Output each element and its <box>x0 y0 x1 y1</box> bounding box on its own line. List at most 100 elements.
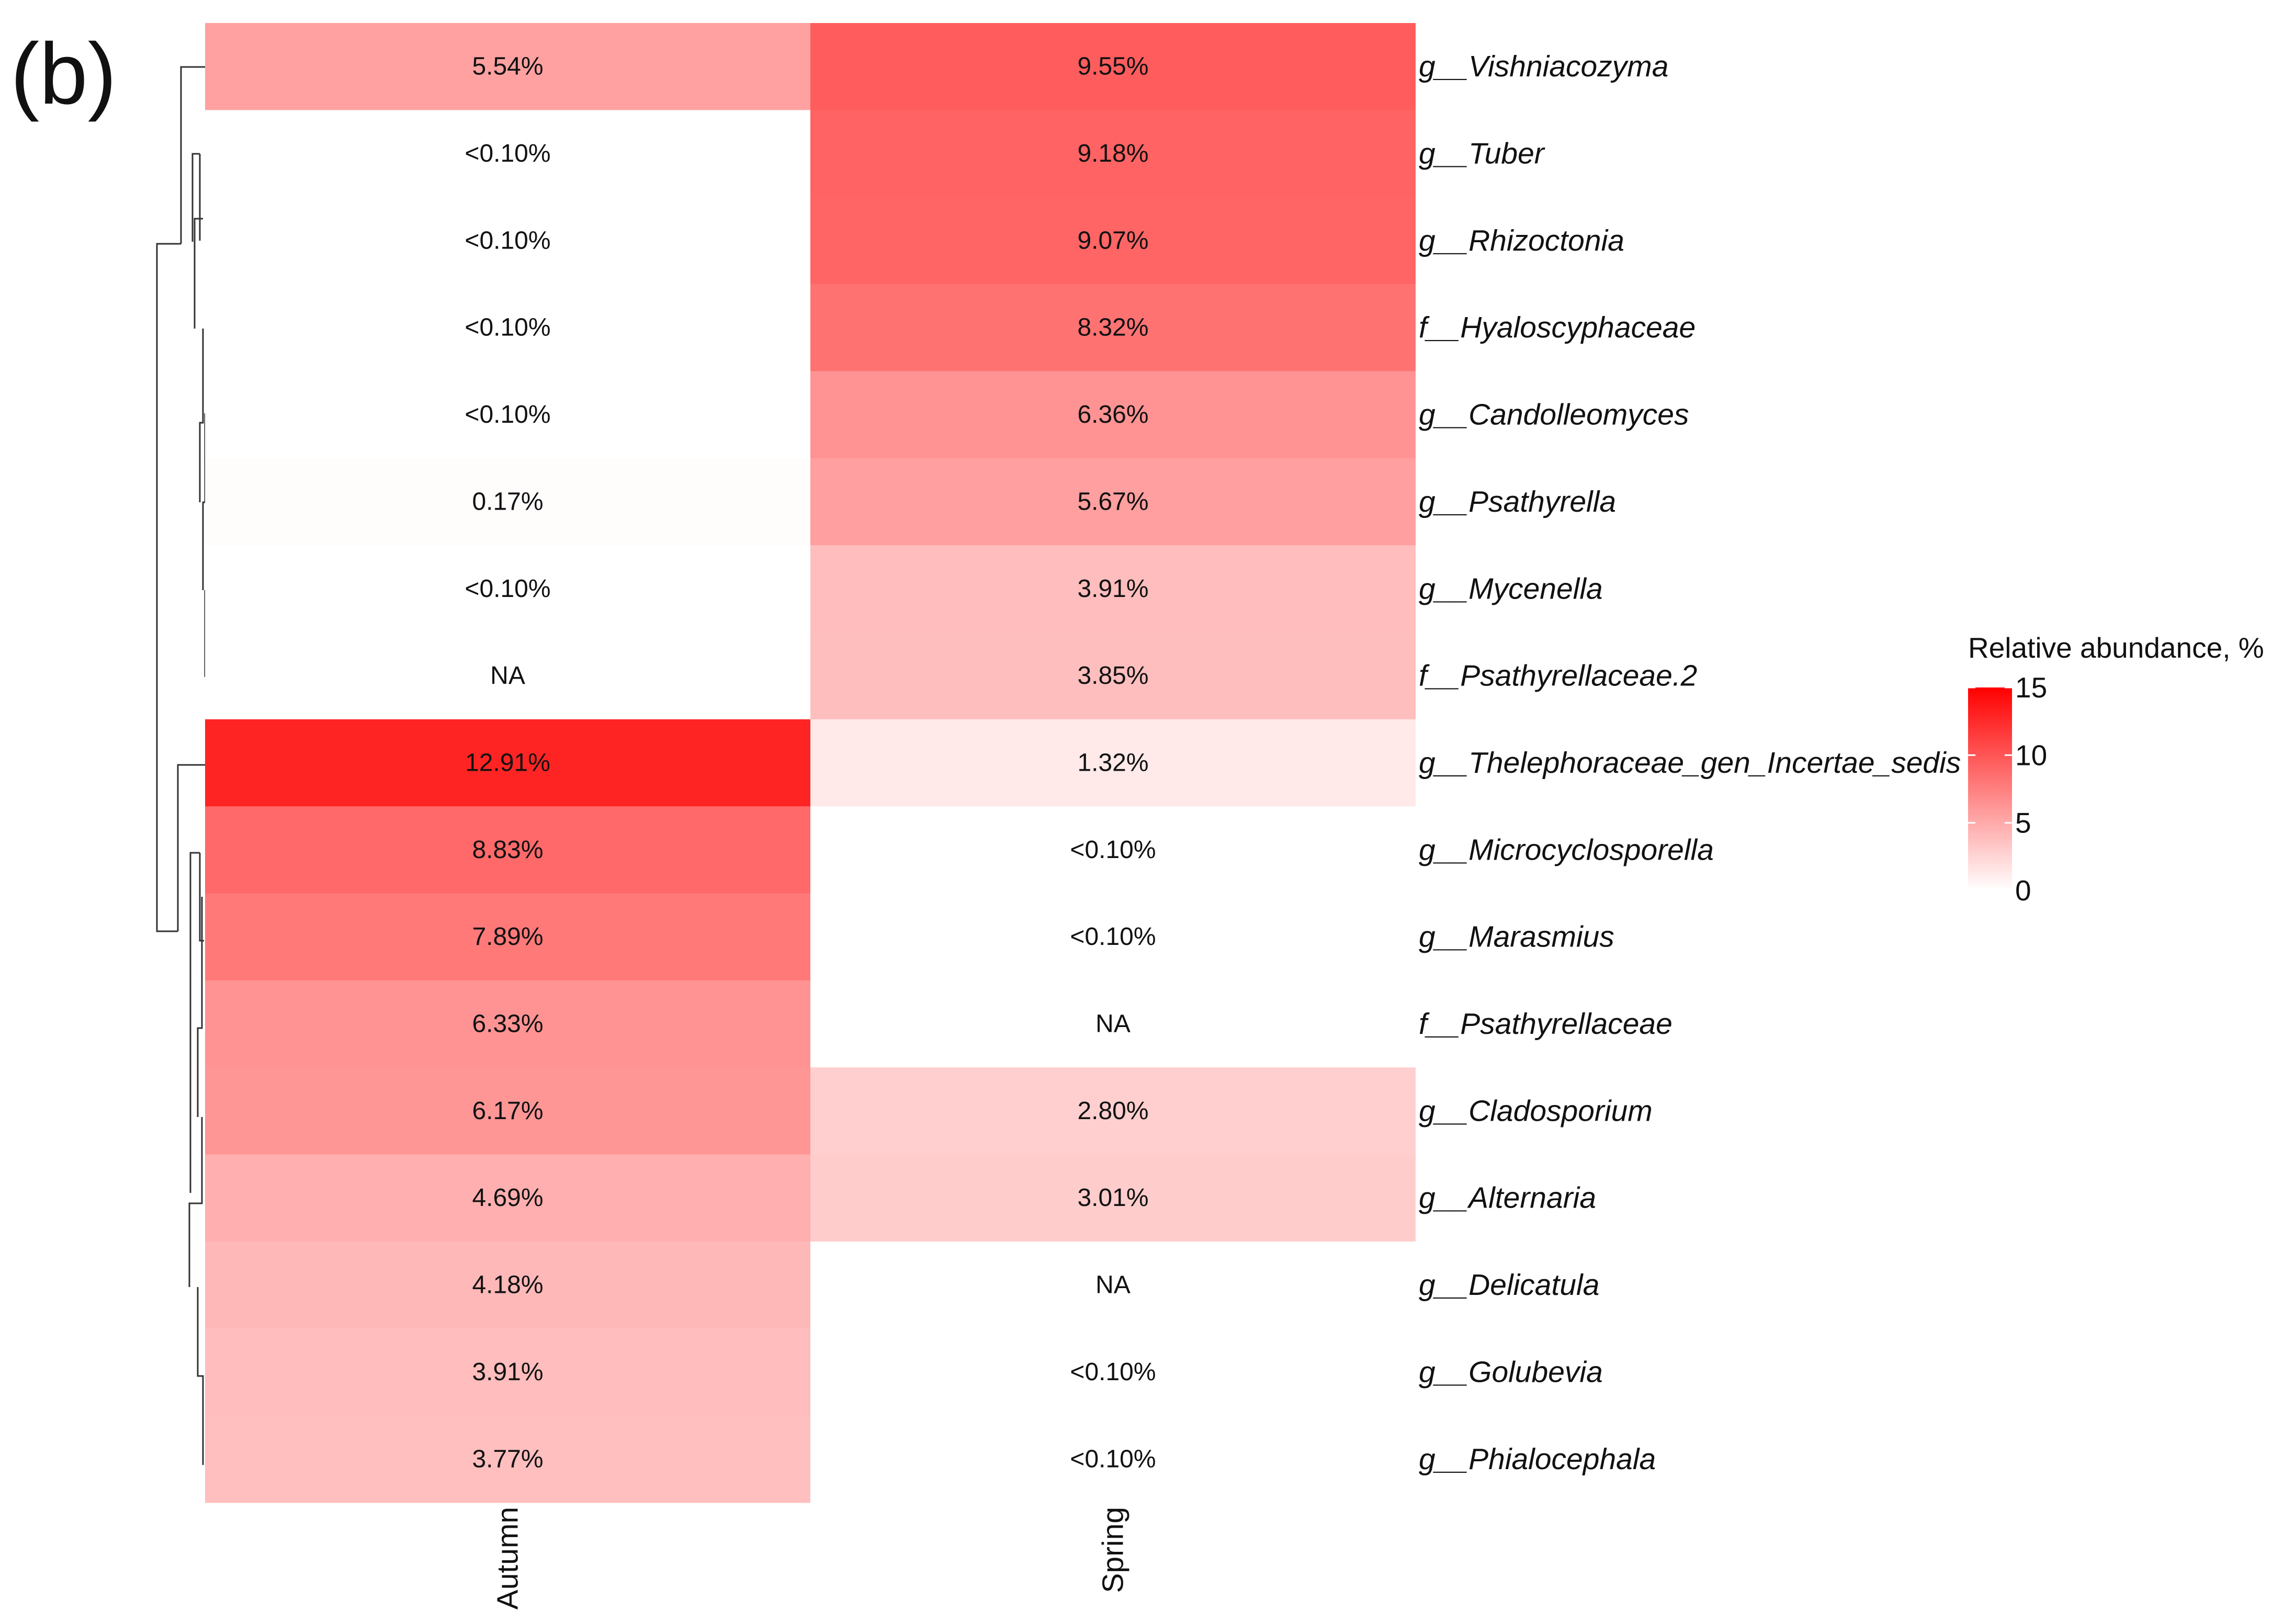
heatmap-cell <box>205 1415 810 1503</box>
row-label: g__Vishniacozyma <box>1419 50 1668 83</box>
row-label: g__Delicatula <box>1419 1268 1599 1302</box>
cell-value-label: 9.18% <box>1077 140 1148 167</box>
heatmap-cell <box>810 284 1416 371</box>
row-labels: g__Vishniacozyma g__Tuber g__Rhizoctonia f_… <box>1419 50 1961 1476</box>
heatmap-cell <box>205 110 810 198</box>
row-label: g__Tuber <box>1419 137 1545 171</box>
cell-value-label: 8.32% <box>1077 314 1148 342</box>
legend-tick-label: 10 <box>2015 739 2047 771</box>
cell-value-label: 3.91% <box>1077 575 1148 603</box>
color-legend: Relative abundance, % 0 5 10 15 <box>1968 631 2264 907</box>
row-label: g__Alternaria <box>1419 1181 1596 1215</box>
cell-value-label: 6.36% <box>1077 401 1148 428</box>
cell-value-label: 2.80% <box>1077 1097 1148 1125</box>
heatmap-cells <box>205 23 1416 1503</box>
cell-value-label: <0.10% <box>1070 923 1156 951</box>
heatmap-cell <box>205 1241 810 1329</box>
row-label: g__Marasmius <box>1419 920 1614 954</box>
cell-value-label: 4.18% <box>472 1271 543 1299</box>
row-dendrogram <box>156 66 206 1465</box>
row-label: g__Candolleomyces <box>1419 398 1689 432</box>
cell-value-label: <0.10% <box>465 140 550 167</box>
cell-value-label: <0.10% <box>1070 1445 1156 1473</box>
row-label: g__Psathyrella <box>1419 485 1616 518</box>
cell-value-label: 9.55% <box>1077 53 1148 81</box>
heatmap-cell <box>810 1154 1416 1242</box>
row-label: f__Hyaloscyphaceae <box>1419 311 1696 344</box>
cell-value-label: 6.33% <box>472 1010 543 1038</box>
cell-value-label: 3.85% <box>1077 662 1148 690</box>
heatmap-cell <box>810 719 1416 807</box>
cell-value-label: 5.54% <box>472 53 543 81</box>
heatmap-cell <box>810 980 1416 1068</box>
cell-value-label: NA <box>1095 1010 1131 1038</box>
cell-value-label: 8.83% <box>472 836 543 864</box>
cell-value-label: NA <box>490 662 525 690</box>
heatmap-cell <box>810 1241 1416 1329</box>
legend-colorbar <box>1968 687 2012 890</box>
heatmap-cell <box>810 806 1416 894</box>
cell-value-label: <0.10% <box>465 575 550 603</box>
row-label: g__Rhizoctonia <box>1419 224 1624 257</box>
heatmap-cell <box>810 23 1416 110</box>
row-label: f__Psathyrellaceae.2 <box>1419 659 1697 693</box>
heatmap-cell <box>205 23 810 110</box>
cell-value-label: 6.17% <box>472 1097 543 1125</box>
heatmap-cell <box>810 1415 1416 1503</box>
panel-label: (b) <box>10 26 117 122</box>
cell-value-label: <0.10% <box>1070 1358 1156 1386</box>
cell-value-label: NA <box>1095 1271 1131 1299</box>
heatmap-cell <box>810 632 1416 720</box>
heatmap-cell <box>205 1067 810 1155</box>
cell-value-label: 9.07% <box>1077 227 1148 254</box>
cell-value-label: 3.01% <box>1077 1184 1148 1212</box>
row-label: g__Golubevia <box>1419 1355 1603 1389</box>
cell-value-label: <0.10% <box>465 227 550 254</box>
heatmap-cell <box>205 893 810 981</box>
cell-value-label: 3.77% <box>472 1445 543 1473</box>
heatmap-cell <box>205 1154 810 1242</box>
cell-value-label: 1.32% <box>1077 749 1148 776</box>
heatmap-cell <box>205 458 810 546</box>
column-labels: Autumn Spring <box>491 1507 1130 1609</box>
heatmap-cell <box>205 632 810 720</box>
heatmap-cell <box>205 284 810 371</box>
legend-title: Relative abundance, % <box>1968 631 2264 664</box>
column-label: Autumn <box>491 1507 525 1609</box>
heatmap-cell <box>810 545 1416 633</box>
heatmap-cell <box>810 1067 1416 1155</box>
legend-tick-label: 0 <box>2015 874 2031 907</box>
row-label: g__Mycenella <box>1419 572 1603 605</box>
heatmap-cell <box>205 806 810 894</box>
heatmap-cell <box>205 980 810 1068</box>
heatmap-cell <box>810 1328 1416 1416</box>
row-label: g__Thelephoraceae_gen_Incertae_sedis <box>1419 746 1961 780</box>
heatmap-cell <box>810 458 1416 546</box>
row-label: g__Microcyclosporella <box>1419 833 1714 866</box>
heatmap-cell <box>205 1328 810 1416</box>
heatmap-cell <box>205 371 810 459</box>
cell-value-label: 5.67% <box>1077 488 1148 515</box>
heatmap-cell <box>810 371 1416 459</box>
row-label: f__Psathyrellaceae <box>1419 1007 1672 1041</box>
heatmap-cell <box>205 545 810 633</box>
legend-tick-label: 15 <box>2015 671 2047 704</box>
heatmap-cell <box>205 719 810 807</box>
cell-value-label: 7.89% <box>472 923 543 951</box>
legend-ticks: 0 5 10 15 <box>1968 671 2047 907</box>
heatmap-cell <box>810 110 1416 198</box>
cell-value-label: 4.69% <box>472 1184 543 1212</box>
heatmap-cell <box>810 197 1416 285</box>
heatmap-cell <box>205 197 810 285</box>
cell-value-label: 3.91% <box>472 1358 543 1386</box>
column-label: Spring <box>1097 1507 1130 1593</box>
cell-value-label: 0.17% <box>472 488 543 515</box>
row-label: g__Cladosporium <box>1419 1094 1653 1127</box>
cell-value-label: <0.10% <box>1070 836 1156 864</box>
cell-value-label: 12.91% <box>465 749 550 776</box>
row-label: g__Phialocephala <box>1419 1442 1656 1476</box>
cell-value-label: <0.10% <box>465 314 550 342</box>
legend-tick-label: 5 <box>2015 807 2031 839</box>
heatmap-cell <box>810 893 1416 981</box>
